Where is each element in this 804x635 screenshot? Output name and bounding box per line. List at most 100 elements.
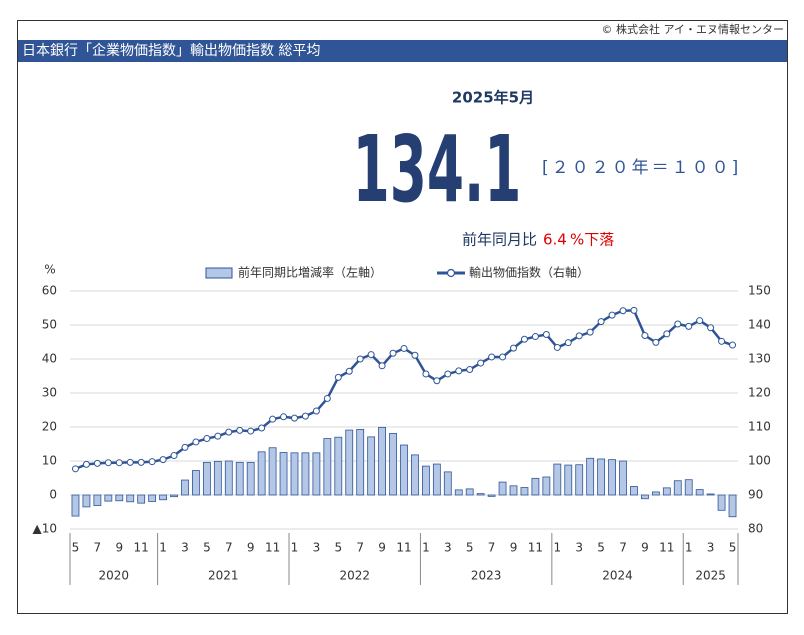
x-tick-label: 9 xyxy=(115,541,123,555)
x-tick-label: 5 xyxy=(466,541,474,555)
year-label: 2022 xyxy=(339,569,370,583)
bar xyxy=(619,460,627,496)
x-tick-label: 11 xyxy=(265,541,280,555)
line-marker xyxy=(345,367,353,375)
line-marker xyxy=(466,366,474,374)
line-marker xyxy=(477,359,485,367)
bar xyxy=(695,489,704,496)
bar xyxy=(531,477,540,496)
bar xyxy=(553,463,562,496)
x-tick-label: 3 xyxy=(444,541,452,555)
line-marker xyxy=(488,353,496,361)
line-marker xyxy=(553,343,561,351)
line-marker xyxy=(93,459,101,467)
year-label: 2021 xyxy=(208,569,239,583)
bar xyxy=(564,464,573,496)
headline-value: 134.1 xyxy=(353,115,522,223)
y-tick-label: 30 xyxy=(42,386,57,400)
y-tick-label: 50 xyxy=(42,318,57,332)
bar xyxy=(312,452,321,496)
line-marker xyxy=(608,311,616,319)
line-marker xyxy=(170,452,178,460)
bar xyxy=(630,486,638,496)
line-marker xyxy=(707,324,715,332)
bar xyxy=(454,489,463,496)
line-marker xyxy=(597,318,605,326)
line-marker xyxy=(71,465,79,473)
bar xyxy=(728,494,737,518)
bar xyxy=(290,452,299,496)
year-label: 2025 xyxy=(695,569,726,583)
bar xyxy=(509,485,518,496)
x-tick-label: 7 xyxy=(225,541,233,555)
line-marker xyxy=(247,427,255,435)
bar xyxy=(575,464,584,496)
line-marker xyxy=(400,344,408,352)
x-tick-label: 11 xyxy=(134,541,149,555)
y-unit-label: % xyxy=(44,263,55,277)
y-tick-label: 60 xyxy=(42,284,57,298)
y-tick-label: 20 xyxy=(42,420,57,434)
bar xyxy=(224,460,233,496)
yoy-suffix: %下落 xyxy=(570,231,614,249)
line-marker xyxy=(378,362,386,370)
x-tick-label: 9 xyxy=(510,541,518,555)
header-bar xyxy=(18,40,787,62)
x-tick-label: 1 xyxy=(159,541,167,555)
bar xyxy=(71,494,80,517)
line-marker xyxy=(422,370,430,378)
line-marker xyxy=(115,459,123,467)
bar xyxy=(520,487,529,496)
bar xyxy=(82,494,91,508)
line-marker xyxy=(531,333,539,341)
line-marker xyxy=(652,338,660,346)
line-marker xyxy=(685,322,693,330)
line-marker xyxy=(575,332,583,340)
bar xyxy=(323,438,332,496)
line-marker xyxy=(82,460,90,468)
line-marker xyxy=(499,353,507,361)
line-marker xyxy=(214,432,222,440)
bar xyxy=(213,460,222,496)
bar xyxy=(422,465,430,496)
y2-tick-label: 100 xyxy=(748,454,771,468)
headline-date: 2025年5月 xyxy=(452,89,534,107)
bar xyxy=(476,493,485,496)
line-marker xyxy=(192,438,200,446)
year-label: 2020 xyxy=(99,569,130,583)
bar xyxy=(432,463,441,496)
bar xyxy=(192,470,200,496)
x-tick-label: 11 xyxy=(528,541,543,555)
bar xyxy=(202,461,211,496)
line-marker xyxy=(520,335,528,343)
bar xyxy=(684,479,693,496)
x-tick-label: 5 xyxy=(334,541,342,555)
bar xyxy=(641,494,649,500)
line-marker xyxy=(148,458,156,466)
yoy-label: 前年同月比 xyxy=(462,231,537,249)
x-tick-label: 3 xyxy=(707,541,715,555)
bar xyxy=(706,493,715,496)
y-tick-label: 40 xyxy=(42,352,57,366)
bar xyxy=(498,481,507,496)
line-marker xyxy=(258,424,266,432)
line-marker xyxy=(619,307,627,315)
bar xyxy=(356,428,365,496)
y2-tick-label: 130 xyxy=(748,352,771,366)
x-tick-label: 5 xyxy=(203,541,211,555)
bar xyxy=(651,491,660,496)
x-tick-label: 1 xyxy=(685,541,693,555)
bar xyxy=(400,444,408,496)
bar xyxy=(170,494,178,498)
line-marker xyxy=(203,435,211,443)
bar xyxy=(389,433,397,496)
x-tick-label: 5 xyxy=(72,541,80,555)
line-marker xyxy=(433,377,441,385)
bar xyxy=(465,488,474,496)
line-marker xyxy=(104,459,112,467)
line-marker xyxy=(137,458,145,466)
line-marker xyxy=(367,351,375,359)
x-tick-label: 7 xyxy=(488,541,496,555)
y2-tick-label: 150 xyxy=(748,284,771,298)
